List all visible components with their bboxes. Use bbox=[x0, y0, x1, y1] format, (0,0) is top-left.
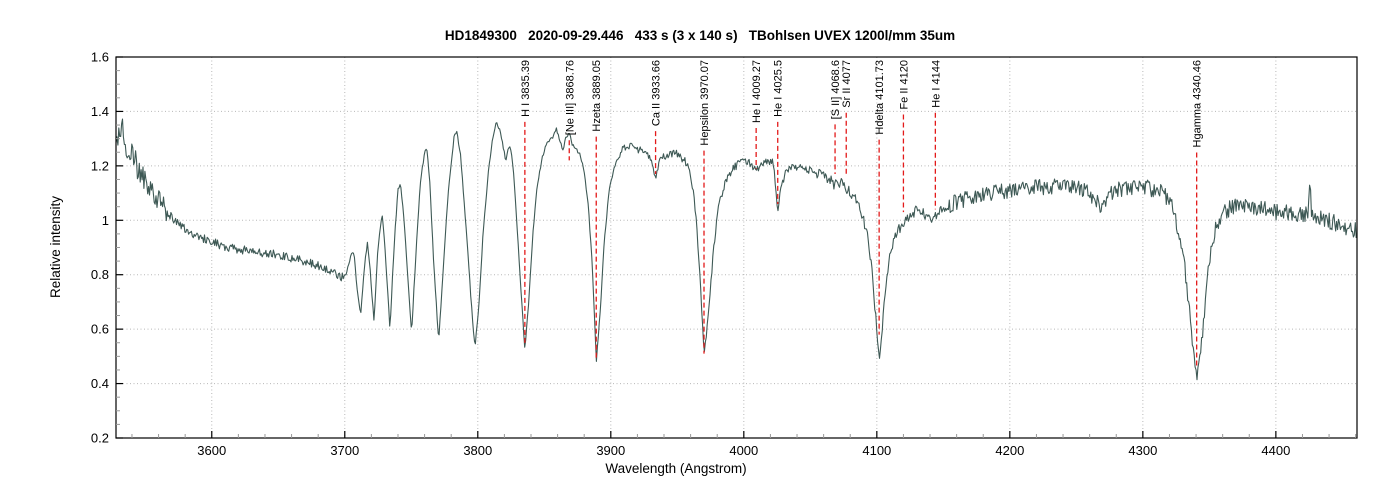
spectrum-trace-group bbox=[116, 118, 1357, 381]
y-tick-label: 0.2 bbox=[91, 431, 109, 446]
x-tick-label: 4300 bbox=[1128, 443, 1157, 458]
annotation-label: Sr II 4077 bbox=[841, 60, 853, 108]
gridlines bbox=[116, 57, 1357, 438]
x-tick-label: 3800 bbox=[463, 443, 492, 458]
x-axis-label: Wavelength (Angstrom) bbox=[605, 461, 746, 476]
line-annotations: H I 3835.39 [Ne III] 3868.76 Hzeta 3889.05… bbox=[520, 60, 1204, 368]
annotation-label: Hepsilon 3970.07 bbox=[699, 60, 711, 146]
spectrum-trace bbox=[116, 118, 1357, 381]
x-tick-label: 3900 bbox=[596, 443, 625, 458]
axes: 3600 3700 3800 3900 4000 4100 4200 4300 4400 0.2 0… bbox=[91, 50, 1358, 458]
annotation-label: He I 4025.5 bbox=[773, 60, 785, 117]
y-tick-label: 0.6 bbox=[91, 322, 109, 337]
annotation-label: Hzeta 3889.05 bbox=[591, 60, 603, 132]
y-axis-label: Relative intensity bbox=[48, 196, 63, 298]
x-tick-label: 3700 bbox=[330, 443, 359, 458]
annotation-label: Hdelta 4101.73 bbox=[874, 60, 886, 135]
x-tick-label: 4200 bbox=[995, 443, 1024, 458]
annotation-label: Fe II 4120 bbox=[898, 60, 910, 110]
page-title: HD1849300 2020-09-29.446 433 s (3 x 140 … bbox=[444, 28, 956, 43]
x-tick-label: 4400 bbox=[1261, 443, 1290, 458]
annotation-label: He I 4009.27 bbox=[751, 60, 763, 123]
y-tick-label: 1.2 bbox=[91, 158, 109, 173]
annotation-label: Hgamma 4340.46 bbox=[1192, 60, 1204, 147]
annotation-label: Ca II 3933.66 bbox=[651, 60, 663, 126]
annotation-label: [Ne III] 3868.76 bbox=[564, 60, 576, 135]
annotation-label: He I 4144 bbox=[930, 60, 942, 108]
x-tick-label: 4100 bbox=[862, 443, 891, 458]
annotation-label: [S II] 4068.6 bbox=[830, 60, 842, 119]
plot-border bbox=[115, 56, 1358, 439]
y-tick-label: 0.8 bbox=[91, 267, 109, 282]
y-tick-label: 1 bbox=[102, 213, 109, 228]
y-tick-label: 1.6 bbox=[91, 50, 109, 65]
annotation-label: H I 3835.39 bbox=[520, 60, 532, 117]
y-tick-label: 0.4 bbox=[91, 376, 109, 391]
y-tick-label: 1.4 bbox=[91, 104, 109, 119]
x-tick-label: 3600 bbox=[197, 443, 226, 458]
x-tick-label: 4000 bbox=[729, 443, 758, 458]
